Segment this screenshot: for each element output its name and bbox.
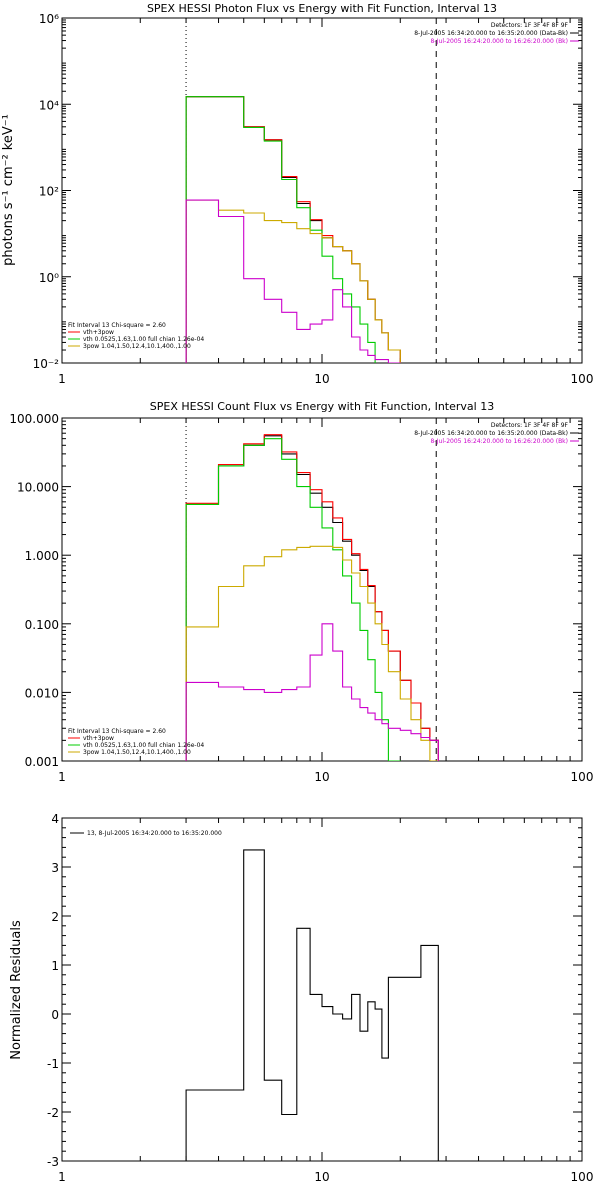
y-tick-label: 2 [51, 910, 59, 924]
x-tick-label: 1 [58, 1170, 66, 1184]
legend-entry: 8-Jul-2005 16:24:20.000 to 16:26:20.000 … [430, 438, 568, 445]
y-axis-label: Normalized Residuals [9, 920, 24, 1060]
series-3pow-line [185, 199, 401, 363]
photon-flux-panel: SPEX HESSI Photon Flux vs Energy with Fi… [1, 2, 594, 386]
legend-entry: 3pow 1.04,1.50,12.4,10.1,400.,1.00 [83, 343, 191, 350]
x-tick-label: 1 [58, 770, 66, 784]
y-tick-label: 100.000 [9, 412, 59, 426]
residuals-panel: Normalized Residuals 1 10 100 -3 -2 -1 0 1 2 3 4 13… [9, 812, 593, 1184]
x-tick-label: 100 [571, 1170, 594, 1184]
x-tick-label: 100 [571, 770, 594, 784]
y-tick-label: 10.000 [17, 481, 59, 495]
plot-frame [61, 417, 583, 762]
series-residuals-line [185, 849, 439, 1161]
panel-title: SPEX HESSI Count Flux vs Energy with Fit… [150, 400, 494, 413]
plot-frame [61, 17, 583, 364]
y-tick-label: -1 [47, 1057, 59, 1071]
y-tick-label: 4 [51, 812, 59, 826]
panel-title: SPEX HESSI Photon Flux vs Energy with Fi… [147, 2, 497, 15]
y-tick-label: 3 [51, 861, 59, 875]
y-tick-label: 10⁻² [33, 357, 60, 371]
y-tick-label: 0.010 [25, 686, 59, 700]
x-tick-label: 1 [58, 372, 66, 386]
x-tick-label: 10 [314, 1170, 329, 1184]
y-tick-label: 0 [51, 1008, 59, 1022]
legend-entry: vth+3pow [83, 735, 114, 742]
legend-entry: 3pow 1.04,1.50,12.4,10.1,400.,1.00 [83, 749, 191, 756]
y-tick-label: 0.100 [25, 618, 59, 632]
series-vth-line [185, 96, 376, 363]
legend-entry: 8-Jul-2005 16:34:20.000 to 16:35:20.000 … [414, 430, 568, 437]
y-tick-label: -3 [47, 1155, 59, 1169]
series-vth-line [185, 438, 401, 761]
legend-entry: 8-Jul-2005 16:24:20.000 to 16:26:20.000 … [430, 38, 568, 45]
y-tick-label: 1 [51, 959, 59, 973]
series-vth-3pow-line [185, 434, 439, 761]
y-tick-label: 0.001 [25, 755, 59, 769]
count-flux-panel: SPEX HESSI Count Flux vs Energy with Fit… [9, 400, 594, 784]
legend-entry: vth+3pow [83, 329, 114, 336]
x-tick-label: 10 [314, 770, 329, 784]
series-background-line [185, 199, 401, 363]
legend-entry: 8-Jul-2005 16:34:20.000 to 16:35:20.000 … [414, 30, 568, 37]
legend-entry: vth 0.0525,1.63,1.00 full chian 1.26e-04 [83, 336, 204, 343]
y-tick-label: 10⁴ [39, 98, 59, 112]
series-3pow-line [185, 545, 439, 761]
y-tick-label: 10² [39, 185, 59, 199]
y-tick-label: 10⁶ [39, 12, 59, 26]
y-tick-label: -2 [47, 1106, 59, 1120]
legend-entry: vth 0.0525,1.63,1.00 full chian 1.26e-04 [83, 742, 204, 749]
legend-entry: Detectors: 1F 3F 4F 8F 9F [491, 22, 569, 29]
legend-entry: Detectors: 1F 3F 4F 8F 9F [491, 422, 569, 429]
legend-entry: Fit Interval 13 Chi-square = 2.60 [68, 322, 166, 329]
series-background-line [185, 623, 439, 761]
legend-entry: 13, 8-Jul-2005 16:34:20.000 to 16:35:20.… [87, 830, 222, 837]
legend-entry: Fit Interval 13 Chi-square = 2.60 [68, 728, 166, 735]
plot-frame [61, 817, 583, 1162]
y-tick-label: 1.000 [25, 549, 59, 563]
x-tick-label: 100 [571, 372, 594, 386]
y-tick-label: 10⁰ [39, 271, 59, 285]
y-axis-label: photons s⁻¹ cm⁻² keV⁻¹ [1, 114, 16, 266]
x-tick-label: 10 [314, 372, 329, 386]
